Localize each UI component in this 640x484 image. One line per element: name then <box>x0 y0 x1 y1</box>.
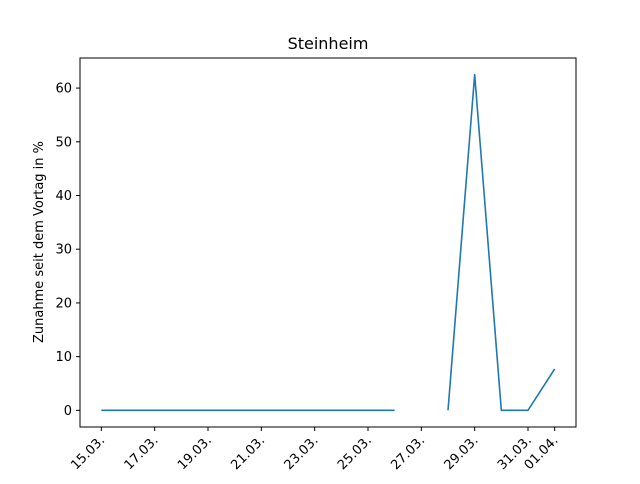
plot-area-frame <box>79 57 577 428</box>
y-tick-label: 10 <box>55 350 72 365</box>
series-layer <box>101 73 556 412</box>
y-axis: 0 10 20 30 40 50 60 <box>55 82 80 419</box>
y-tick-label: 40 <box>55 189 72 204</box>
y-axis-label: Zunahme seit dem Vortag in % <box>32 141 47 343</box>
y-tick-label: 0 <box>64 404 72 419</box>
y-tick-label: 60 <box>55 82 72 97</box>
chart-title: Steinheim <box>288 34 369 53</box>
y-tick-label: 50 <box>55 135 72 150</box>
y-tick-label: 30 <box>55 243 72 258</box>
y-tick-label: 20 <box>55 296 72 311</box>
series-line <box>447 73 556 412</box>
